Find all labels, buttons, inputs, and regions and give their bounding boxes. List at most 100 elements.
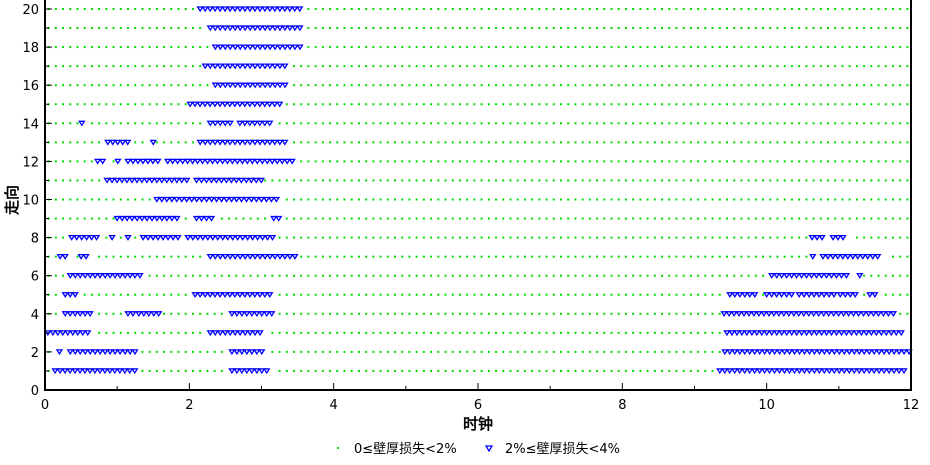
point-low-loss bbox=[466, 198, 469, 201]
point-low-loss bbox=[83, 8, 86, 10]
point-low-loss bbox=[69, 179, 72, 182]
point-low-loss bbox=[552, 122, 555, 125]
point-low-loss bbox=[98, 84, 101, 87]
point-low-loss bbox=[906, 293, 909, 296]
point-low-loss bbox=[733, 160, 736, 163]
point-low-loss bbox=[906, 103, 909, 106]
point-mid-loss bbox=[296, 25, 304, 32]
point-low-loss bbox=[610, 255, 613, 258]
point-mid-loss bbox=[246, 44, 254, 51]
point-mid-loss bbox=[251, 139, 259, 146]
point-low-loss bbox=[473, 122, 476, 125]
point-mid-loss bbox=[163, 215, 171, 222]
point-low-loss bbox=[552, 331, 555, 334]
point-low-loss bbox=[559, 274, 562, 277]
point-low-loss bbox=[523, 103, 526, 106]
point-low-loss bbox=[574, 65, 577, 68]
point-low-loss bbox=[617, 122, 620, 125]
point-low-loss bbox=[545, 293, 548, 296]
point-low-loss bbox=[495, 84, 498, 87]
point-mid-loss bbox=[813, 234, 821, 241]
point-low-loss bbox=[401, 217, 404, 220]
point-low-loss bbox=[891, 141, 894, 144]
point-mid-loss bbox=[271, 6, 279, 13]
point-mid-loss bbox=[775, 368, 784, 375]
point-low-loss bbox=[307, 8, 310, 10]
point-mid-loss bbox=[251, 330, 259, 337]
point-low-loss bbox=[105, 8, 108, 10]
point-mid-loss bbox=[869, 311, 878, 318]
point-low-loss bbox=[278, 331, 281, 334]
point-low-loss bbox=[336, 179, 339, 182]
point-low-loss bbox=[170, 46, 173, 49]
point-mid-loss bbox=[241, 6, 249, 13]
point-low-loss bbox=[285, 293, 288, 296]
point-low-loss bbox=[877, 236, 880, 239]
point-low-loss bbox=[430, 103, 433, 106]
point-mid-loss bbox=[118, 177, 126, 184]
point-mid-loss bbox=[236, 120, 244, 127]
point-low-loss bbox=[588, 236, 591, 239]
point-mid-loss bbox=[267, 196, 276, 203]
point-low-loss bbox=[177, 122, 180, 125]
point-low-loss bbox=[545, 217, 548, 220]
point-low-loss bbox=[437, 122, 440, 125]
point-low-loss bbox=[314, 103, 317, 106]
point-mid-loss bbox=[217, 177, 226, 184]
point-low-loss bbox=[264, 179, 267, 182]
point-low-loss bbox=[206, 46, 209, 49]
point-mid-loss bbox=[760, 368, 769, 375]
point-low-loss bbox=[523, 198, 526, 201]
point-low-loss bbox=[863, 293, 866, 296]
point-mid-loss bbox=[59, 330, 67, 337]
point-low-loss bbox=[184, 369, 187, 372]
point-mid-loss bbox=[237, 196, 246, 203]
point-low-loss bbox=[668, 293, 671, 296]
point-low-loss bbox=[819, 198, 822, 201]
point-mid-loss bbox=[106, 273, 114, 279]
point-low-loss bbox=[502, 27, 505, 30]
point-low-loss bbox=[437, 350, 440, 353]
point-low-loss bbox=[762, 103, 765, 106]
point-mid-loss bbox=[116, 273, 124, 279]
point-low-loss bbox=[357, 293, 360, 296]
point-mid-loss bbox=[202, 177, 211, 184]
point-low-loss bbox=[430, 293, 433, 296]
point-mid-loss bbox=[266, 63, 274, 70]
point-low-loss bbox=[473, 331, 476, 334]
point-low-loss bbox=[884, 46, 887, 49]
point-mid-loss bbox=[226, 292, 234, 298]
point-low-loss bbox=[336, 255, 339, 258]
point-low-loss bbox=[458, 236, 461, 239]
point-mid-loss bbox=[236, 6, 244, 13]
point-mid-loss bbox=[835, 349, 844, 356]
point-mid-loss bbox=[731, 349, 739, 356]
point-low-loss bbox=[884, 103, 887, 106]
point-low-loss bbox=[682, 293, 685, 296]
point-mid-loss bbox=[211, 63, 219, 70]
point-low-loss bbox=[711, 198, 714, 201]
point-mid-loss bbox=[785, 349, 794, 356]
point-low-loss bbox=[596, 236, 599, 239]
point-low-loss bbox=[689, 27, 692, 30]
point-low-loss bbox=[278, 312, 281, 315]
point-low-loss bbox=[458, 179, 461, 182]
point-low-loss bbox=[581, 8, 584, 10]
point-low-loss bbox=[62, 198, 65, 201]
point-mid-loss bbox=[61, 254, 69, 260]
point-low-loss bbox=[790, 217, 793, 220]
point-low-loss bbox=[343, 8, 346, 10]
point-low-loss bbox=[372, 293, 375, 296]
point-mid-loss bbox=[76, 349, 84, 356]
point-low-loss bbox=[624, 46, 627, 49]
point-low-loss bbox=[487, 255, 490, 258]
point-mid-loss bbox=[271, 25, 279, 32]
point-low-loss bbox=[177, 274, 180, 277]
point-low-loss bbox=[321, 103, 324, 106]
point-mid-loss bbox=[849, 254, 857, 260]
point-mid-loss bbox=[268, 234, 277, 241]
point-mid-loss bbox=[233, 349, 241, 356]
point-mid-loss bbox=[261, 254, 269, 260]
point-mid-loss bbox=[834, 254, 842, 260]
point-mid-loss bbox=[231, 82, 239, 89]
